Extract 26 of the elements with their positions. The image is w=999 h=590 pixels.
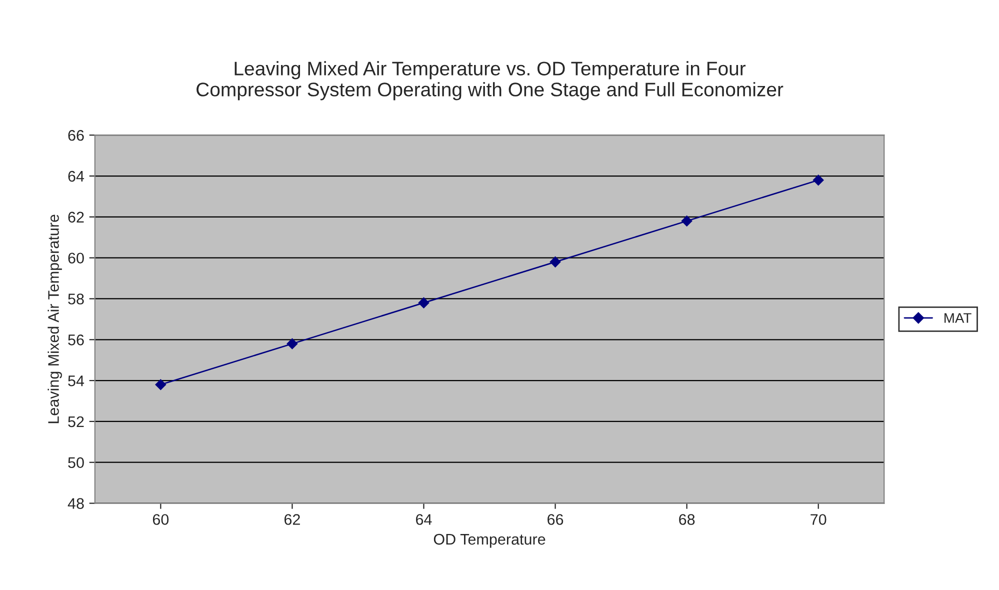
x-tick-label: 66 xyxy=(548,514,564,525)
point xyxy=(550,256,561,268)
y-tick-label: 58 xyxy=(68,294,84,304)
y-tick-label: 64 xyxy=(68,170,84,182)
y-tick-label: 52 xyxy=(68,416,84,428)
y-tick-label: 60 xyxy=(68,252,84,264)
point xyxy=(812,174,824,186)
y-tick-label: 48 xyxy=(68,498,84,509)
x-tick-label: 60 xyxy=(152,514,169,525)
legend-label: MAT xyxy=(944,313,972,323)
x-axis-title: OD Temperature xyxy=(434,534,546,548)
chart-title: Leaving Mixed Air Temperature vs. OD Temperature in Four Compressor System Operating with One Stage and Full Economizer xyxy=(196,61,784,100)
x-tick-label: 64 xyxy=(416,514,432,525)
x-tick-label: 70 xyxy=(810,514,826,525)
y-tick-label: 54 xyxy=(68,376,84,386)
y-tick-label: 56 xyxy=(68,334,84,346)
x-tick-label: 62 xyxy=(284,514,300,525)
point xyxy=(681,216,692,226)
x-tick-label: 68 xyxy=(679,514,695,525)
point xyxy=(155,379,166,390)
y-axis-title: Leaving Mixed Air Temperature xyxy=(48,214,62,424)
point xyxy=(418,297,430,308)
point xyxy=(286,338,298,350)
y-tick-label: 62 xyxy=(68,212,84,223)
y-tick-label: 50 xyxy=(68,457,84,468)
y-tick-label: 66 xyxy=(68,130,84,141)
